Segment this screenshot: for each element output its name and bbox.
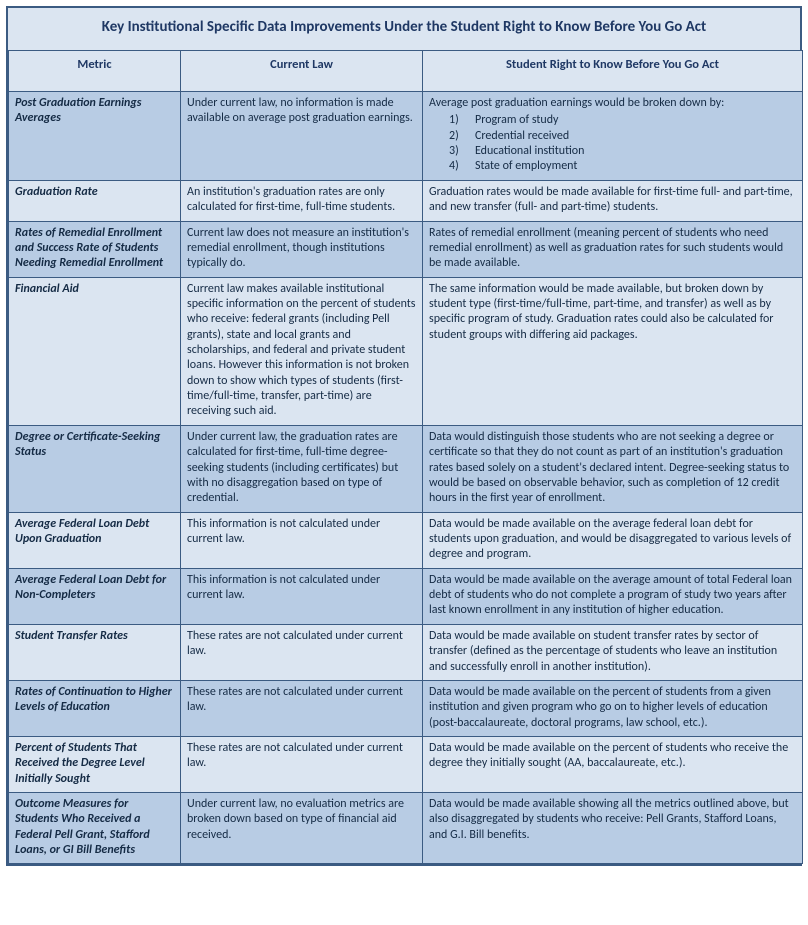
metric-cell: Outcome Measures for Students Who Receiv… xyxy=(9,793,181,864)
page-title: Key Institutional Specific Data Improvem… xyxy=(8,8,800,50)
col-header-current: Current Law xyxy=(181,51,423,92)
table-row: Post Graduation Earnings AveragesUnder c… xyxy=(9,92,803,181)
proposed-law-cell: Graduation rates would be made available… xyxy=(423,180,803,221)
proposed-law-cell: The same information would be made avail… xyxy=(423,277,803,425)
current-law-cell: Under current law, the graduation rates … xyxy=(181,425,423,512)
current-law-cell: This information is not calculated under… xyxy=(181,568,423,624)
list-item: State of employment xyxy=(475,159,796,174)
proposed-law-cell: Data would be made available on the perc… xyxy=(423,680,803,736)
metric-cell: Average Federal Loan Debt Upon Graduatio… xyxy=(9,512,181,568)
table-row: Student Transfer RatesThese rates are no… xyxy=(9,624,803,680)
list-item: Credential received xyxy=(475,129,796,144)
document-frame: Key Institutional Specific Data Improvem… xyxy=(6,6,802,866)
current-law-cell: Under current law, no evaluation metrics… xyxy=(181,793,423,864)
metric-cell: Rates of Continuation to Higher Levels o… xyxy=(9,680,181,736)
table-row: Graduation RateAn institution's graduati… xyxy=(9,180,803,221)
current-law-cell: Current law does not measure an institut… xyxy=(181,221,423,277)
metric-cell: Post Graduation Earnings Averages xyxy=(9,92,181,181)
table-header-row: Metric Current Law Student Right to Know… xyxy=(9,51,803,92)
metric-cell: Percent of Students That Received the De… xyxy=(9,736,181,792)
proposed-law-cell: Data would be made available on the perc… xyxy=(423,736,803,792)
table-row: Outcome Measures for Students Who Receiv… xyxy=(9,793,803,864)
proposed-law-cell: Data would distinguish those students wh… xyxy=(423,425,803,512)
earnings-intro: Average post graduation earnings would b… xyxy=(429,96,796,111)
metric-cell: Financial Aid xyxy=(9,277,181,425)
current-law-cell: These rates are not calculated under cur… xyxy=(181,680,423,736)
col-header-metric: Metric xyxy=(9,51,181,92)
col-header-proposed: Student Right to Know Before You Go Act xyxy=(423,51,803,92)
metric-cell: Student Transfer Rates xyxy=(9,624,181,680)
metric-cell: Rates of Remedial Enrollment and Success… xyxy=(9,221,181,277)
proposed-law-cell: Data would be made available on the aver… xyxy=(423,568,803,624)
table-row: Rates of Continuation to Higher Levels o… xyxy=(9,680,803,736)
proposed-law-cell: Data would be made available on student … xyxy=(423,624,803,680)
comparison-table: Metric Current Law Student Right to Know… xyxy=(8,50,803,864)
current-law-cell: This information is not calculated under… xyxy=(181,512,423,568)
table-row: Average Federal Loan Debt for Non-Comple… xyxy=(9,568,803,624)
earnings-breakdown-list: Program of studyCredential receivedEduca… xyxy=(429,113,796,174)
table-row: Financial AidCurrent law makes available… xyxy=(9,277,803,425)
list-item: Educational institution xyxy=(475,144,796,159)
list-item: Program of study xyxy=(475,113,796,128)
current-law-cell: An institution's graduation rates are on… xyxy=(181,180,423,221)
current-law-cell: These rates are not calculated under cur… xyxy=(181,624,423,680)
proposed-law-cell: Data would be made available showing all… xyxy=(423,793,803,864)
table-row: Rates of Remedial Enrollment and Success… xyxy=(9,221,803,277)
current-law-cell: These rates are not calculated under cur… xyxy=(181,736,423,792)
metric-cell: Average Federal Loan Debt for Non-Comple… xyxy=(9,568,181,624)
current-law-cell: Under current law, no information is mad… xyxy=(181,92,423,181)
proposed-law-cell: Data would be made available on the aver… xyxy=(423,512,803,568)
current-law-cell: Current law makes available institutiona… xyxy=(181,277,423,425)
table-row: Percent of Students That Received the De… xyxy=(9,736,803,792)
metric-cell: Graduation Rate xyxy=(9,180,181,221)
proposed-law-cell: Average post graduation earnings would b… xyxy=(423,92,803,181)
proposed-law-cell: Rates of remedial enrollment (meaning pe… xyxy=(423,221,803,277)
metric-cell: Degree or Certificate-Seeking Status xyxy=(9,425,181,512)
table-row: Degree or Certificate-Seeking StatusUnde… xyxy=(9,425,803,512)
table-row: Average Federal Loan Debt Upon Graduatio… xyxy=(9,512,803,568)
